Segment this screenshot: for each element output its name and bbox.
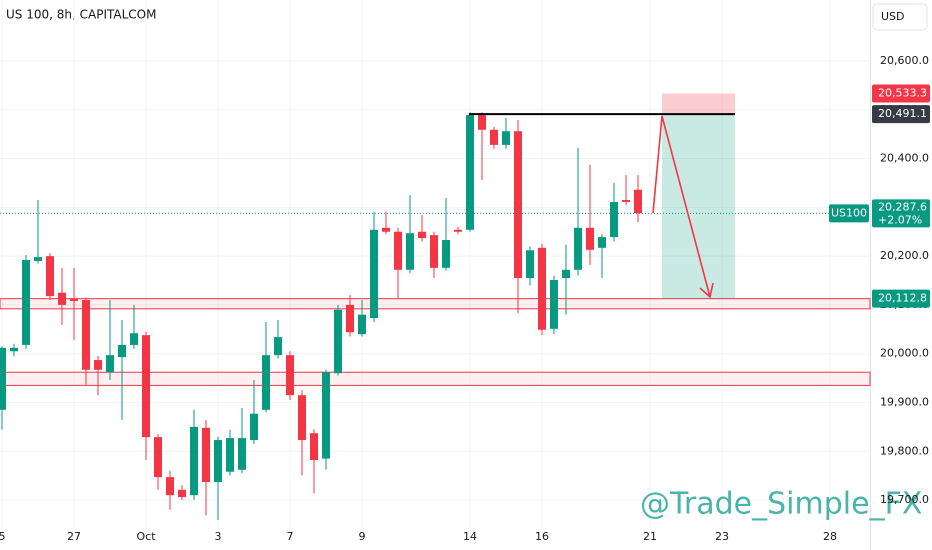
last-price-value: 20,287.6 <box>878 200 927 213</box>
candle-body <box>34 257 42 261</box>
candle-body <box>382 227 390 232</box>
y-tick-label: 20,000.0 <box>880 347 929 360</box>
candle-body <box>490 129 498 145</box>
last-price-change: +2.07% <box>878 213 922 226</box>
candle-body <box>418 231 426 239</box>
candle-body <box>370 229 378 319</box>
x-tick-label: 16 <box>535 530 549 543</box>
y-tick-label: 20,600.0 <box>880 54 929 67</box>
candle-body <box>502 131 510 145</box>
candle-body <box>226 438 234 472</box>
candle-body <box>250 413 258 441</box>
candle-body <box>406 233 414 270</box>
candle-body <box>538 247 546 330</box>
x-tick-label: 28 <box>823 530 837 543</box>
candle-body <box>238 438 246 470</box>
candle-body <box>550 280 558 329</box>
symbol-tag <box>829 204 869 223</box>
arrow <box>652 115 714 299</box>
zone <box>0 371 871 386</box>
candle-body <box>598 237 606 248</box>
x-tick-label: 5 <box>0 530 6 543</box>
candle-body <box>22 260 30 345</box>
currency-button[interactable] <box>872 3 928 31</box>
candle-body <box>454 229 462 232</box>
last-price-tag <box>872 199 930 228</box>
candle-body <box>478 115 486 130</box>
x-tick-label: 7 <box>287 530 294 543</box>
candle-body <box>514 131 522 279</box>
candle-body <box>310 433 318 461</box>
candle-body <box>262 355 270 410</box>
y-tick-label: 19,900.0 <box>880 395 929 408</box>
x-tick-label: 14 <box>463 530 477 543</box>
candle-body <box>286 355 294 396</box>
candle-body <box>58 292 66 305</box>
x-tick-label: 21 <box>643 530 657 543</box>
candle-body <box>154 437 162 478</box>
zone <box>0 298 871 310</box>
candle-body <box>334 309 342 374</box>
candle-body <box>586 227 594 250</box>
candle-body <box>166 477 174 496</box>
candle-body <box>634 189 642 214</box>
symbol-name: US100 <box>831 206 867 219</box>
candle-body <box>190 426 198 496</box>
price-tag <box>872 84 930 103</box>
price-tag-label: 20,491.1 <box>878 107 927 120</box>
candle-body <box>130 333 138 345</box>
candle-body <box>118 344 126 358</box>
candle-body <box>298 395 306 441</box>
candle-body <box>46 256 54 297</box>
stop-zone <box>662 93 735 115</box>
y-tick-label: 20,200.0 <box>880 249 929 262</box>
price-tag <box>872 105 930 124</box>
candle-body <box>574 227 582 270</box>
candle-body <box>394 231 402 270</box>
candle-body <box>10 347 18 352</box>
watermark: @Trade_Simple_FX <box>640 487 922 522</box>
candle-body <box>274 337 282 356</box>
candle-body <box>178 489 186 498</box>
candle-body <box>94 360 102 370</box>
y-tick-label: 20,400.0 <box>880 152 929 165</box>
x-tick-label: 9 <box>359 530 366 543</box>
candle-body <box>442 240 450 268</box>
candle-body <box>142 335 150 438</box>
candle-body <box>358 314 366 335</box>
x-tick-label: 3 <box>215 530 222 543</box>
y-tick-label: 19,700.0 <box>880 493 929 506</box>
candle-body <box>610 201 618 238</box>
candle-body <box>0 347 6 410</box>
candle-body <box>466 115 474 230</box>
candle-body <box>82 300 90 370</box>
candle-body <box>70 299 78 302</box>
candle-body <box>214 440 222 482</box>
candle-body <box>526 250 534 279</box>
candle-body <box>622 200 630 202</box>
currency: USD <box>881 10 905 23</box>
price-tag-label: 20,112.8 <box>878 292 927 305</box>
x-tick-label: Oct <box>136 530 156 543</box>
candle-body <box>106 355 114 373</box>
candle-body <box>346 304 354 333</box>
target-zone <box>662 114 735 299</box>
candle-body <box>430 235 438 268</box>
candle-body <box>322 372 330 459</box>
x-tick-label: 27 <box>67 530 81 543</box>
price-tag-label: 20,533.3 <box>878 87 927 100</box>
chart-title: US 100, 8h, CAPITALCOM <box>6 8 156 22</box>
price-tag <box>872 289 930 308</box>
candle-body <box>562 269 570 279</box>
x-tick-label: 23 <box>715 530 729 543</box>
candle-body <box>202 427 210 482</box>
y-tick-label: 19,800.0 <box>880 444 929 457</box>
